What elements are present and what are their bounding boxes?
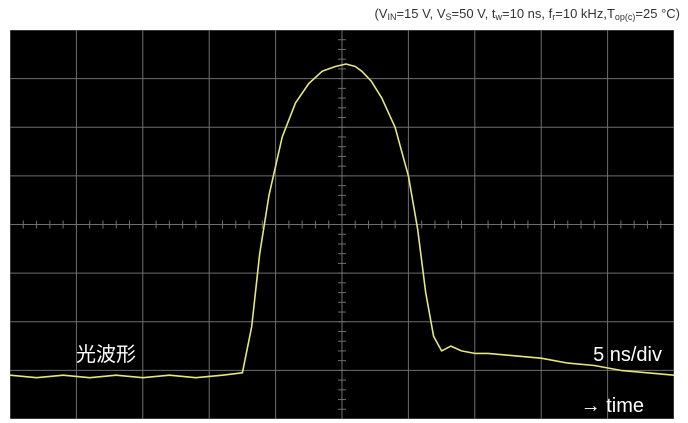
cond-vs-sub: S: [445, 12, 452, 22]
cond-top: T: [606, 6, 615, 21]
cond-fr: f: [548, 6, 553, 21]
oscilloscope-screen: 光波形 5 ns/div → time: [10, 30, 674, 419]
cond-open-paren: (: [374, 6, 379, 21]
optical-waveform-trace: [10, 63, 674, 379]
cond-vin: V: [378, 6, 388, 21]
cond-vs-value: =50 V,: [451, 6, 492, 21]
cond-top-value: =25 °C): [635, 6, 680, 21]
cond-tw: t: [491, 6, 496, 21]
cond-vin-sub: IN: [387, 12, 397, 22]
cond-vs: V: [436, 6, 446, 21]
oscilloscope-plot: 光波形 5 ns/div → time: [10, 30, 674, 419]
cond-tw-value: =10 ns,: [502, 6, 549, 21]
cond-top-sub: op(c): [614, 12, 636, 22]
cond-fr-sub: r: [552, 12, 556, 22]
measurement-conditions: (VIN=15 V, VS=50 V, tw=10 ns, fr=10 kHz,…: [374, 6, 680, 22]
waveform-label: 光波形: [76, 343, 136, 366]
timebase-label: 5 ns/div: [593, 344, 662, 366]
cond-fr-value: =10 kHz,: [555, 6, 607, 21]
graticule-ticks: [10, 30, 674, 419]
cond-tw-sub: w: [495, 12, 503, 22]
time-arrow-label: → time: [581, 395, 644, 417]
cond-vin-value: =15 V,: [396, 6, 437, 21]
